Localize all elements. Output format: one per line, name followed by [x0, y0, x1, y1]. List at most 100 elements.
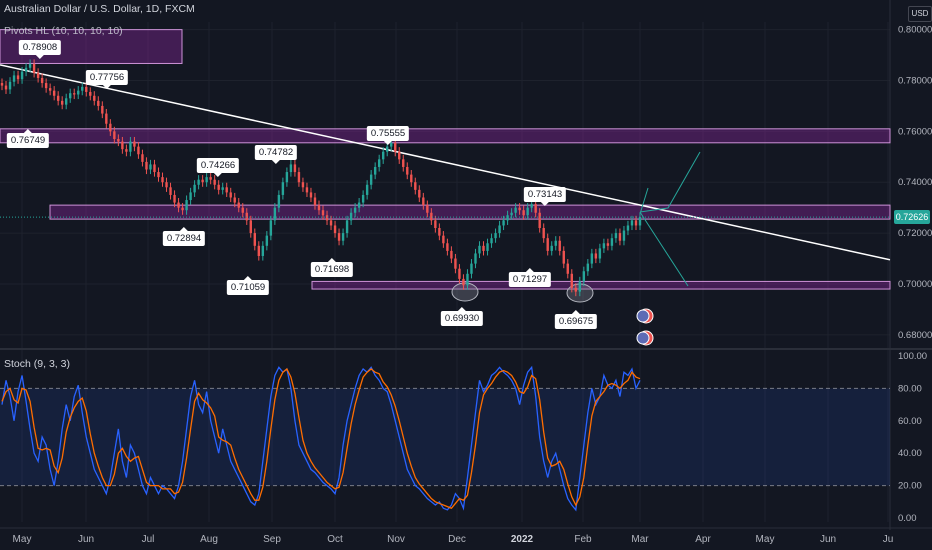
candle	[494, 233, 497, 239]
candle	[269, 220, 273, 236]
candle	[197, 179, 200, 185]
candle	[502, 220, 505, 226]
support-resistance-zone	[0, 128, 891, 144]
candle	[157, 172, 160, 178]
candle	[113, 131, 116, 139]
pivot-label-high: 0.74782	[254, 145, 298, 164]
candle	[173, 194, 176, 203]
candle	[52, 90, 56, 96]
price-tick-label: 0.68000	[898, 330, 932, 341]
economic-event-icon	[636, 331, 650, 345]
candle	[12, 75, 16, 82]
candle	[60, 100, 64, 105]
candle	[482, 245, 485, 251]
time-tick-label: Dec	[448, 534, 466, 545]
candle	[538, 212, 541, 229]
candle	[129, 141, 132, 152]
candle	[93, 95, 96, 101]
candle	[341, 233, 345, 241]
candle	[309, 192, 313, 198]
candle	[410, 174, 413, 183]
economic-event-icon	[636, 309, 650, 323]
candle	[534, 204, 537, 213]
candle	[145, 161, 148, 170]
candle	[69, 93, 72, 99]
candle	[165, 182, 168, 188]
candle	[590, 253, 594, 264]
candle	[133, 141, 136, 147]
candle	[8, 81, 12, 90]
candle	[213, 179, 216, 185]
candle	[261, 245, 265, 256]
candle	[546, 238, 549, 251]
time-tick-label: Ju	[883, 534, 894, 545]
candle	[638, 217, 642, 226]
candle	[28, 63, 32, 68]
time-tick-label: Jul	[142, 534, 155, 545]
candle	[101, 105, 104, 114]
candle	[386, 146, 389, 152]
candle	[394, 142, 397, 152]
currency-badge[interactable]: USD	[908, 6, 932, 22]
candle	[478, 245, 481, 254]
candle	[357, 202, 361, 208]
stoch-indicator-label[interactable]: Stoch (9, 3, 3)	[4, 358, 70, 370]
candle	[313, 197, 317, 206]
candle	[73, 93, 76, 95]
candle	[40, 77, 44, 84]
candle	[406, 166, 409, 175]
candle	[526, 207, 529, 216]
stoch-tick-label: 0.00	[898, 513, 917, 524]
candle	[44, 83, 48, 89]
candle	[24, 67, 28, 72]
candle	[578, 281, 582, 292]
pivots-indicator-label[interactable]: Pivots HL (10, 10, 10, 10)	[4, 25, 123, 37]
candle	[562, 250, 565, 264]
candle	[381, 151, 385, 160]
stoch-tick-label: 60.00	[898, 416, 922, 427]
candle	[4, 85, 8, 90]
projection-arrow-up	[639, 151, 701, 213]
candle	[614, 233, 618, 239]
candle	[125, 149, 128, 152]
price-tick-label: 0.80000	[898, 25, 932, 36]
candle	[486, 243, 489, 251]
candle	[117, 138, 120, 142]
pivot-label-low: 0.69930	[440, 307, 484, 326]
pivot-label-low: 0.71059	[226, 276, 270, 295]
price-tick-label: 0.70000	[898, 279, 932, 290]
candle	[245, 212, 248, 221]
candle	[542, 228, 545, 239]
candle	[285, 172, 289, 183]
candle	[337, 233, 341, 241]
candle	[48, 88, 52, 91]
candle	[273, 207, 277, 221]
candle	[137, 146, 140, 155]
candle	[317, 205, 321, 211]
chart-title: Australian Dollar / U.S. Dollar, 1D, FXC…	[4, 3, 195, 15]
candle	[233, 197, 236, 203]
candle	[402, 159, 405, 167]
candle	[205, 177, 208, 183]
double-bottom-marker	[451, 282, 479, 302]
candle	[221, 187, 224, 190]
candle	[353, 207, 357, 213]
candle	[345, 220, 349, 234]
candle	[0, 83, 4, 86]
candle	[434, 220, 437, 229]
candle	[189, 192, 192, 201]
candle	[253, 233, 256, 246]
candle	[265, 235, 269, 246]
pivot-label-high: 0.73143	[523, 187, 567, 206]
projection-arrow-small	[639, 187, 649, 215]
time-tick-label: May	[13, 534, 32, 545]
candle	[277, 194, 281, 208]
candle	[630, 220, 634, 226]
price-tick-label: 0.74000	[898, 177, 932, 188]
candle	[181, 207, 184, 211]
candle	[466, 273, 469, 286]
candle	[16, 75, 20, 80]
candle	[626, 225, 630, 231]
